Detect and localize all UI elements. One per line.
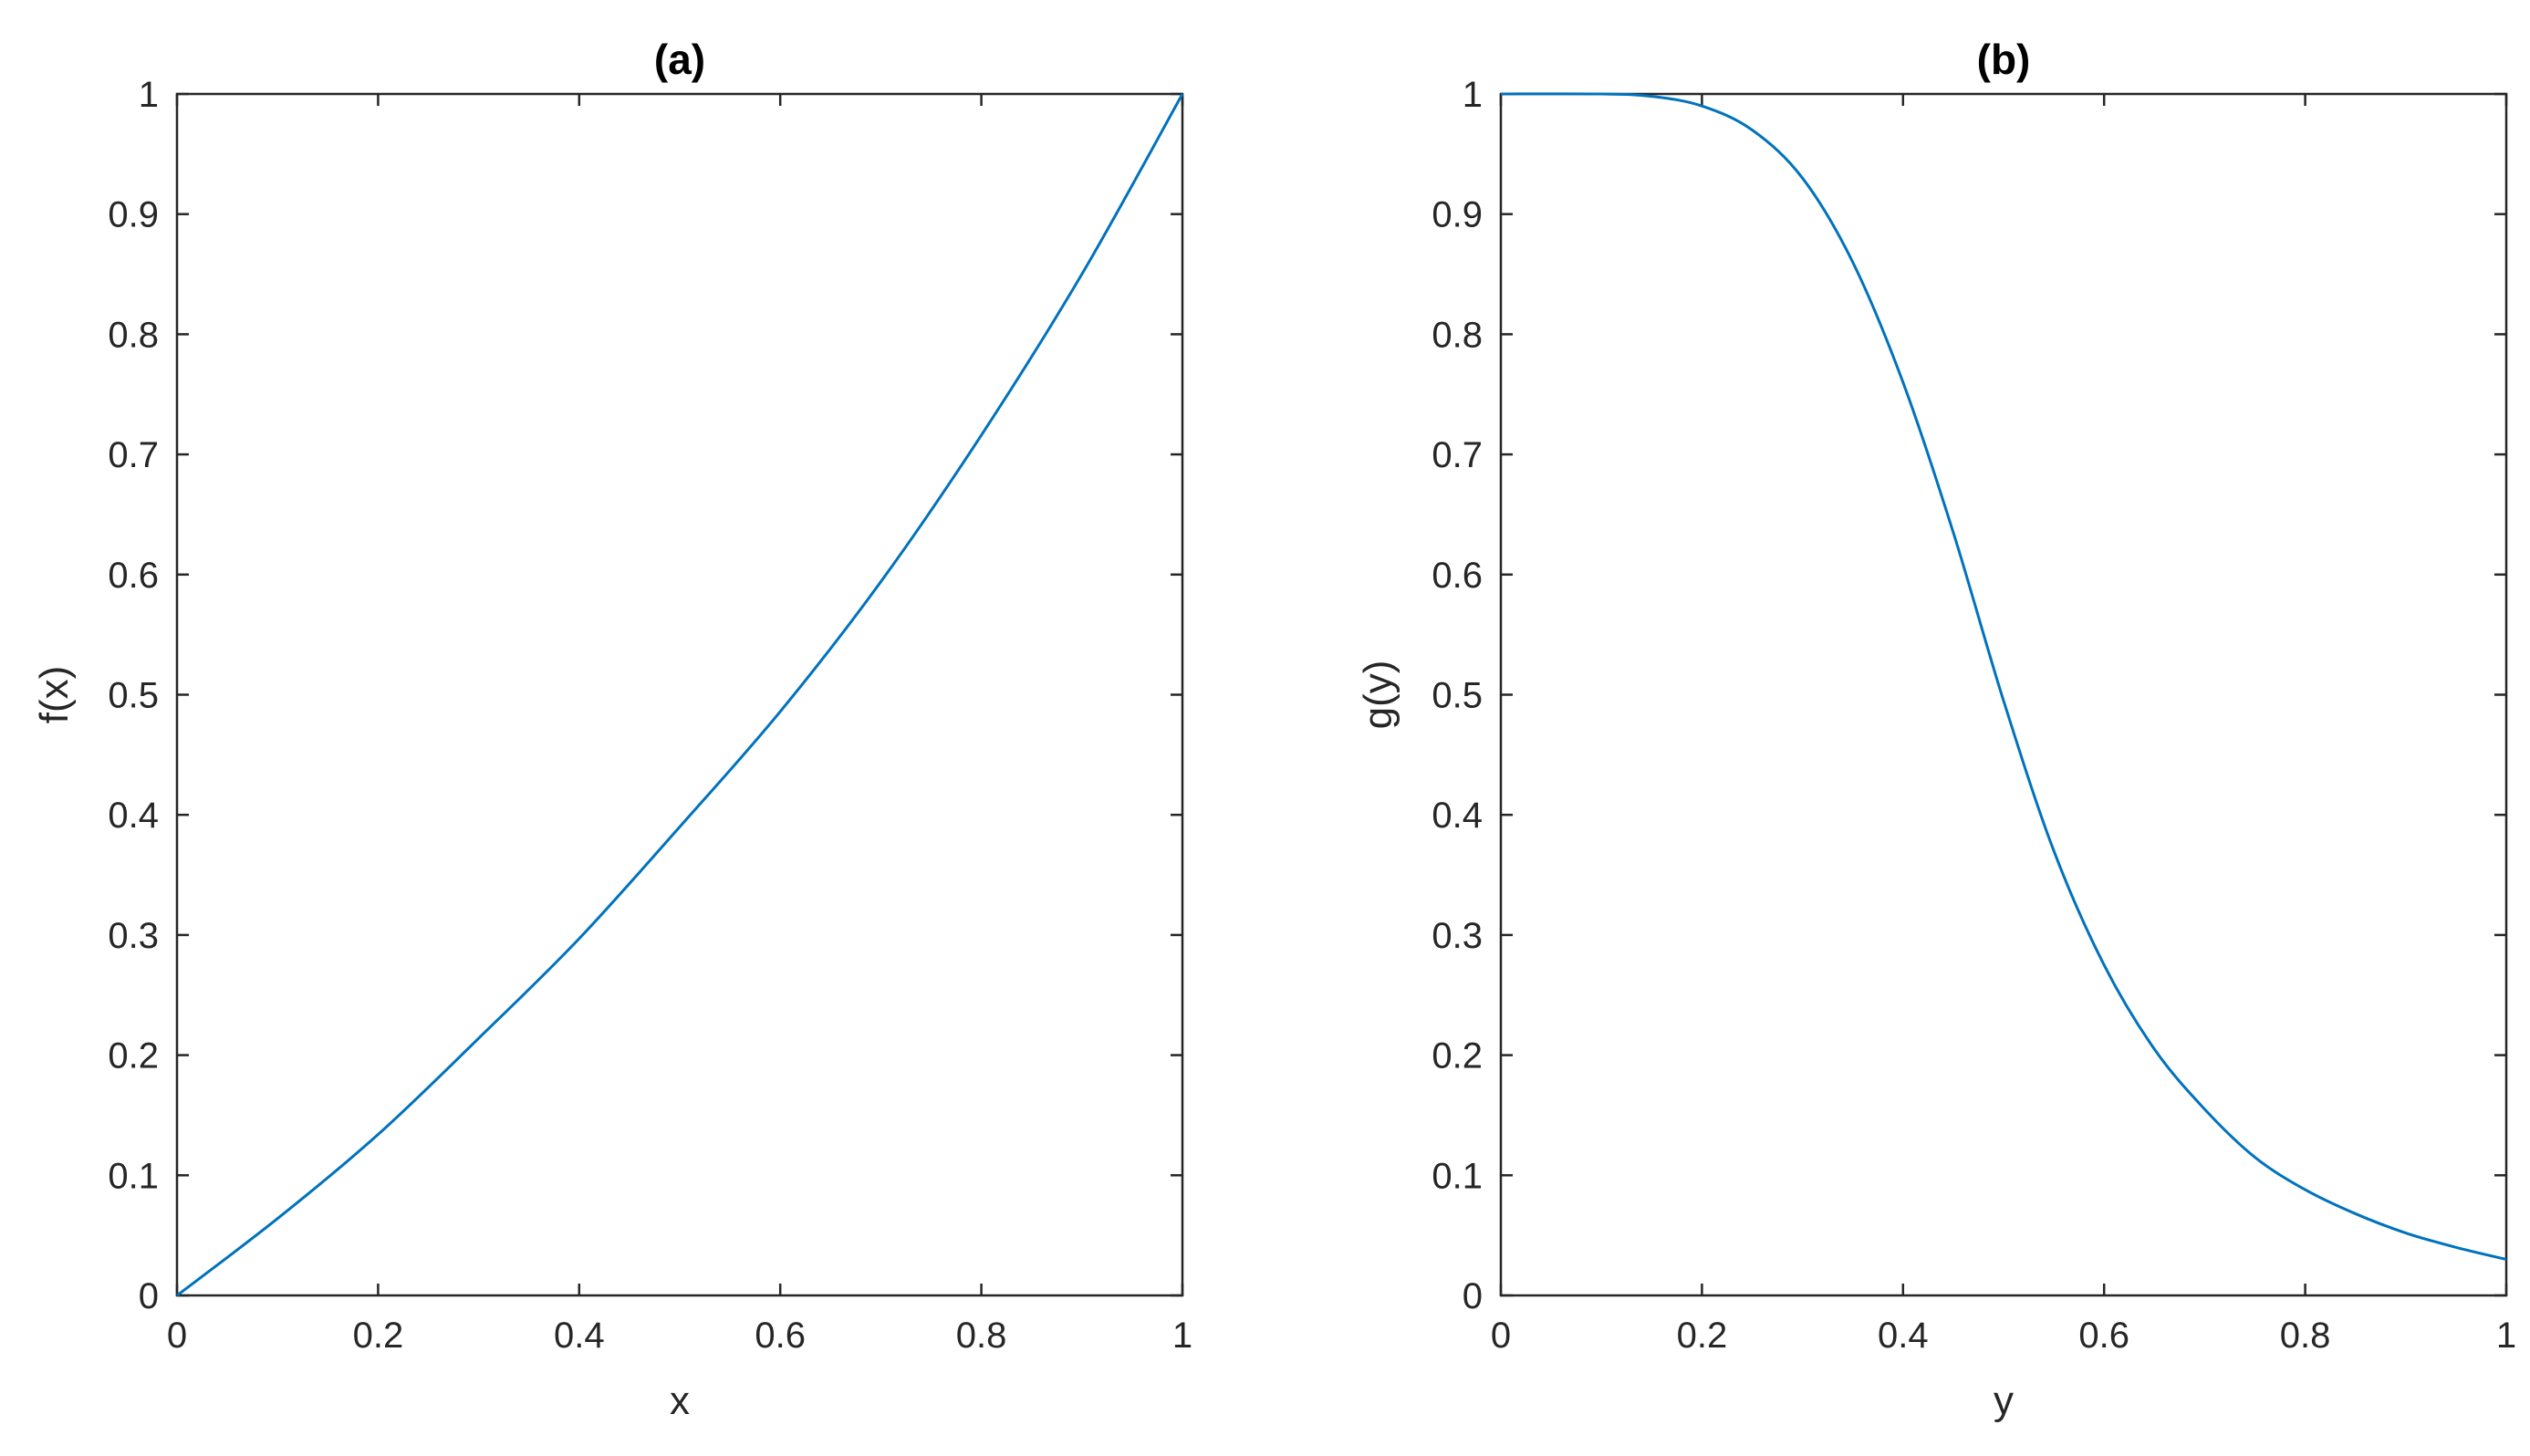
y-tick-label: 0.7 [108,435,159,475]
series-line-0 [1500,92,2507,1261]
x-tick-label: 1 [2496,1316,2516,1356]
x-tick-label: 0.2 [353,1316,404,1356]
y-tick-label: 0.1 [1432,1156,1483,1196]
axes-box [175,92,1184,1297]
y-tick-label: 1 [1463,75,1483,115]
y-tick-label: 0.2 [1432,1036,1483,1076]
x-tick-label: 0.4 [554,1316,605,1356]
x-tick-label: 0.6 [755,1316,806,1356]
y-tick-label: 0.8 [108,315,159,355]
y-tick-label: 0.9 [1432,195,1483,235]
x-tick-label: 0.8 [956,1316,1007,1356]
y-tick-label: 0.7 [1432,435,1483,475]
series-line-0 [176,93,1184,1297]
y-tick-label: 0.6 [1432,556,1483,596]
y-tick-label: 0.1 [108,1156,159,1196]
y-tick-label: 0.3 [108,916,159,956]
y-tick-label: 0.3 [1432,916,1483,956]
y-tick-label: 0.4 [1432,796,1483,836]
chart-title: (b) [1977,36,2031,83]
y-tick-label: 0.5 [108,676,159,716]
y-tick-label: 0.2 [108,1036,159,1076]
y-tick-label: 0.4 [108,796,159,836]
y-tick-label: 0.5 [1432,676,1483,716]
y-tick-label: 0.9 [108,195,159,235]
x-tick-label: 0.2 [1677,1316,1728,1356]
x-tick-label: 0.8 [2280,1316,2331,1356]
x-tick-label: 0.4 [1878,1316,1929,1356]
y-tick-label: 0 [1463,1276,1483,1316]
y-tick-label: 0.8 [1432,315,1483,355]
x-axis-label: y [1994,1378,2014,1423]
x-tick-label: 0.6 [2078,1316,2129,1356]
y-tick-label: 1 [139,75,159,115]
panel-a: 0 0.2 0.4 0.6 0.8 1 0 0.1 0.2 0.3 0.4 0.5 0.6 0.7 0.8 0… [32,36,1192,1423]
y-axis-label: f(x) [32,666,77,724]
y-axis-label: g(y) [1356,660,1400,730]
x-tick-label: 0 [167,1316,187,1356]
y-tick-label: 0 [139,1276,159,1316]
x-axis-label: x [670,1378,690,1423]
axes-box [1499,92,2508,1297]
panel-b: 0 0.2 0.4 0.6 0.8 1 0 0.1 0.2 0.3 0.4 0.5 0.6 0.7 0.8 0… [1356,36,2516,1423]
x-tick-label: 0 [1491,1316,1511,1356]
y-tick-label: 0.6 [108,556,159,596]
chart-title: (a) [654,36,705,83]
x-tick-label: 1 [1172,1316,1192,1356]
